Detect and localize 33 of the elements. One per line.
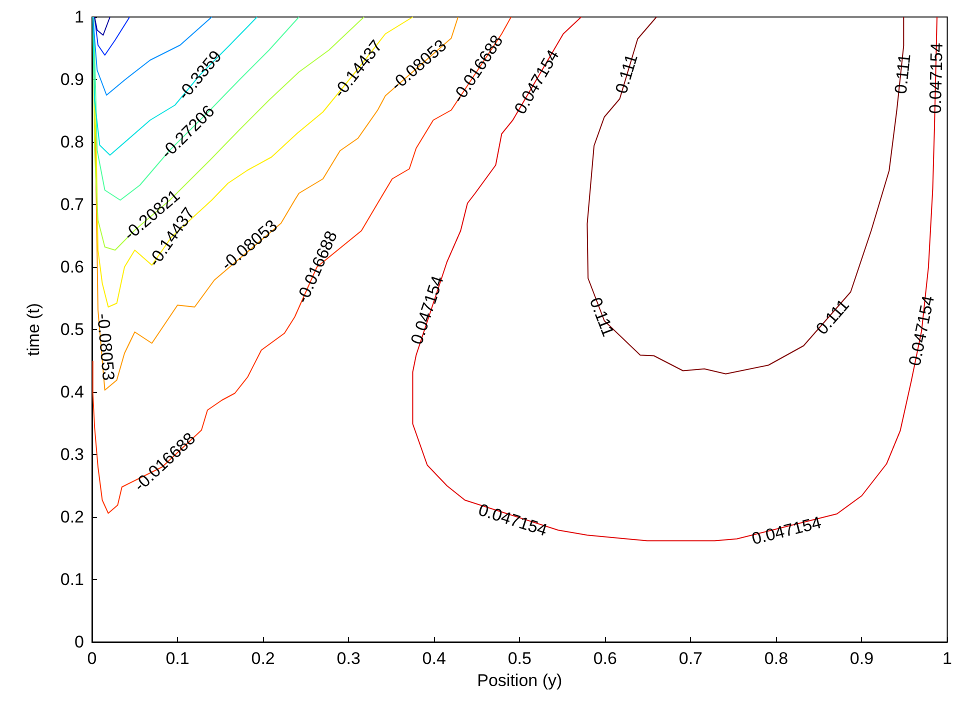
y-tick-label: 0.7 <box>60 195 84 214</box>
y-tick-label: 0.3 <box>60 445 84 464</box>
y-tick-label: 0 <box>74 632 84 652</box>
x-tick-label: 1 <box>942 649 952 668</box>
x-tick-label: 0.1 <box>166 649 190 668</box>
x-tick-label: 0.4 <box>422 649 446 668</box>
annotation: 0.047154 <box>926 42 946 114</box>
y-tick-label: 0.6 <box>60 258 84 276</box>
annotation: 0.047154 <box>750 512 824 549</box>
y-tick-label: 0.8 <box>60 132 84 152</box>
y-tick-label: 0.5 <box>60 320 84 339</box>
y-tick-label: 1 <box>74 8 84 26</box>
y-tick-label: 0.4 <box>60 382 84 402</box>
annotation: -0.08053 <box>93 312 118 382</box>
x-tick-label: 0.5 <box>508 649 532 668</box>
line-series <box>92 16 258 156</box>
x-axis-title: Position (y) <box>477 670 562 690</box>
x-tick-label: 0.9 <box>850 649 874 668</box>
y-axis-title: time (t) <box>24 303 43 356</box>
x-tick-label: 0.2 <box>251 649 275 668</box>
x-tick-label: 0.6 <box>593 649 617 668</box>
annotation: 0.111 <box>586 294 618 340</box>
x-tick-label: 0 <box>87 649 97 668</box>
y-tick-label: 0.9 <box>60 70 84 89</box>
x-tick-label: 0.7 <box>678 649 703 668</box>
annotation: 0.047154 <box>905 294 938 368</box>
x-tick-label: 0.8 <box>764 649 788 668</box>
annotation: 0.111 <box>612 52 642 96</box>
y-tick-label: 0.2 <box>60 508 84 526</box>
x-tick-label: 0.3 <box>336 649 360 668</box>
y-tick-label: 0.1 <box>60 570 84 589</box>
annotation: 0.111 <box>891 52 914 95</box>
line-series <box>94 16 130 56</box>
